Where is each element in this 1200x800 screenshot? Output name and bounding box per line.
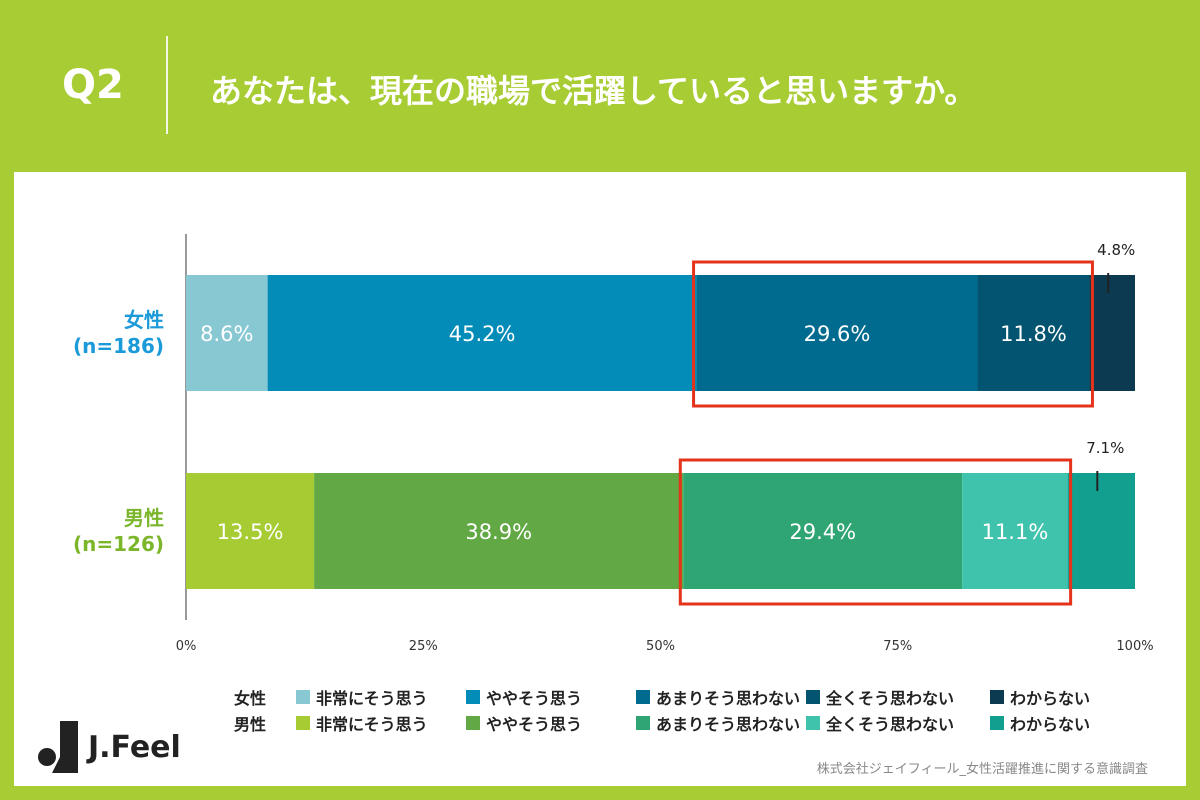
jfeel-logo-mark	[38, 721, 78, 773]
legend-item-label: わからない	[1010, 689, 1091, 708]
legend-swatch	[636, 690, 650, 704]
legend-item-label: 全くそう思わない	[826, 689, 955, 708]
legend-item: あまりそう思わない	[636, 685, 806, 709]
data-label: 4.8%	[1097, 241, 1135, 259]
legend-item: ややそう思う	[466, 685, 636, 709]
legend-row-male: 男性 非常にそう思う ややそう思う あまりそう思わない 全くそう思わない わから…	[234, 710, 1174, 736]
legend-swatch	[806, 690, 820, 704]
legend: 女性 非常にそう思う ややそう思う あまりそう思わない 全くそう思わない わから…	[234, 684, 1174, 736]
bar-segment	[186, 473, 315, 589]
jfeel-logo: J.Feel	[38, 717, 181, 777]
bar-segment	[1067, 473, 1135, 589]
legend-item: 全くそう思わない	[806, 685, 990, 709]
bar-segment	[186, 275, 268, 391]
legend-swatch	[990, 716, 1004, 730]
legend-item-label: 非常にそう思う	[316, 689, 428, 708]
data-label: 29.6%	[804, 322, 871, 346]
legend-swatch	[466, 690, 480, 704]
legend-gender-label: 男性	[234, 715, 267, 734]
legend-item-label: 全くそう思わない	[826, 715, 955, 734]
data-label: 38.9%	[465, 520, 532, 544]
row-label: 女性	[124, 308, 164, 332]
header-divider	[166, 36, 168, 134]
legend-item-label: あまりそう思わない	[656, 689, 801, 708]
legend-item-label: わからない	[1010, 715, 1091, 734]
data-label: 11.8%	[1000, 322, 1067, 346]
legend-swatch	[806, 716, 820, 730]
x-tick-label: 0%	[176, 639, 197, 654]
data-label: 8.6%	[200, 322, 253, 346]
legend-swatch	[636, 716, 650, 730]
legend-item: あまりそう思わない	[636, 711, 806, 735]
data-label: 13.5%	[217, 520, 284, 544]
legend-item: ややそう思う	[466, 711, 636, 735]
chart-panel: 8.6% 45.2% 29.6% 11.8% 4.8% 女性 (n=186) 13.5% 38.…	[14, 172, 1186, 786]
legend-row-female: 女性 非常にそう思う ややそう思う あまりそう思わない 全くそう思わない わから…	[234, 684, 1174, 710]
legend-swatch	[296, 716, 310, 730]
data-label: 7.1%	[1086, 439, 1124, 457]
legend-item-label: あまりそう思わない	[656, 715, 801, 734]
legend-item-label: ややそう思う	[486, 689, 583, 708]
legend-swatch	[296, 690, 310, 704]
legend-item: わからない	[990, 685, 1174, 709]
data-label: 45.2%	[449, 322, 516, 346]
data-label: 29.4%	[789, 520, 856, 544]
legend-item-label: ややそう思う	[486, 715, 583, 734]
bar-segment	[696, 275, 978, 391]
bar-segment	[314, 473, 684, 589]
bar-segment	[683, 473, 963, 589]
logo-text: J.Feel	[88, 729, 181, 765]
x-tick-label: 50%	[646, 639, 675, 654]
bar-segment	[977, 275, 1090, 391]
question-number: Q2	[62, 62, 124, 108]
legend-swatch	[990, 690, 1004, 704]
legend-item-label: 非常にそう思う	[316, 715, 428, 734]
legend-item: わからない	[990, 711, 1174, 735]
legend-gender-label: 女性	[234, 689, 267, 708]
stacked-bar-chart: 8.6% 45.2% 29.6% 11.8% 4.8% 女性(n=186) 13.5% 38.…	[73, 234, 1154, 654]
x-tick-label: 25%	[409, 639, 438, 654]
question-title: あなたは、現在の職場で活躍していると思いますか。	[210, 72, 977, 110]
highlight-box	[692, 260, 1094, 408]
x-tick-label: 100%	[1116, 639, 1153, 654]
row-n-label: (n=186)	[73, 334, 164, 358]
legend-swatch	[466, 716, 480, 730]
row-n-label: (n=126)	[73, 532, 164, 556]
highlight-box	[678, 458, 1073, 606]
legend-item: 全くそう思わない	[806, 711, 990, 735]
data-label: 11.1%	[982, 520, 1049, 544]
x-tick-label: 75%	[883, 639, 912, 654]
legend-item: 非常にそう思う	[296, 711, 466, 735]
row-label: 男性	[124, 506, 164, 530]
legend-item: 非常にそう思う	[296, 685, 466, 709]
bar-segment	[267, 275, 697, 391]
bar-segment	[1089, 275, 1135, 391]
header: Q2 あなたは、現在の職場で活躍していると思いますか。	[0, 0, 1200, 172]
bar-segment	[962, 473, 1068, 589]
source-note: 株式会社ジェイフィール_女性活躍推進に関する意識調査	[816, 762, 1148, 777]
